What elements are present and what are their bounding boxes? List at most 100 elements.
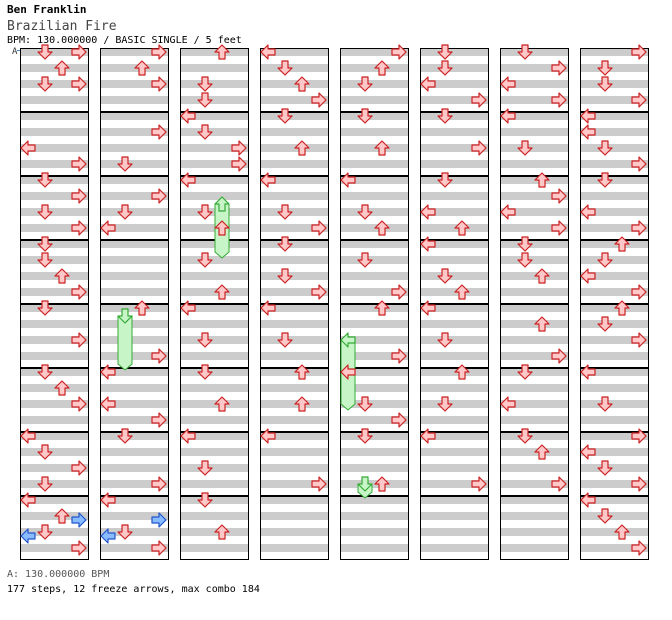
measure-stripe — [100, 352, 169, 360]
step-arrow — [100, 396, 116, 412]
step-arrow — [534, 172, 550, 188]
measure-stripe — [340, 368, 409, 376]
measure-stripe — [100, 480, 169, 488]
step-arrow — [214, 44, 230, 60]
measure-stripe — [420, 496, 489, 504]
measure-stripe — [340, 80, 409, 88]
measure-stripe — [100, 224, 169, 232]
step-arrow — [151, 476, 167, 492]
freeze-arrow-head — [117, 308, 133, 324]
step-arrow — [340, 364, 356, 380]
step-arrow — [597, 460, 613, 476]
step-arrow — [631, 156, 647, 172]
step-arrow — [437, 332, 453, 348]
step-arrow — [471, 476, 487, 492]
measure-stripe — [100, 112, 169, 120]
step-arrow — [631, 332, 647, 348]
measure-stripe — [420, 320, 489, 328]
measure-box — [180, 48, 249, 112]
measure-stripe — [180, 384, 249, 392]
measure-stripe — [340, 544, 409, 552]
measure-stripe — [580, 352, 649, 360]
measure-stripe — [180, 304, 249, 312]
step-arrow — [100, 364, 116, 380]
step-arrow — [357, 204, 373, 220]
measure-stripe — [260, 176, 329, 184]
step-arrow — [437, 172, 453, 188]
measure-stripe — [580, 384, 649, 392]
measure-stripe — [580, 160, 649, 168]
measure-stripe — [260, 480, 329, 488]
measure-box — [100, 176, 169, 240]
measure-stripe — [180, 256, 249, 264]
measure-box — [420, 48, 489, 112]
step-arrow — [597, 172, 613, 188]
step-arrow — [71, 44, 87, 60]
measure-stripe — [420, 448, 489, 456]
measure-stripe — [500, 128, 569, 136]
measure-box — [100, 496, 169, 560]
measure-stripe — [340, 528, 409, 536]
step-arrow — [580, 364, 596, 380]
measure-stripe — [260, 208, 329, 216]
measure-stripe — [20, 208, 89, 216]
measure-stripe — [20, 128, 89, 136]
step-arrow — [517, 236, 533, 252]
measure-stripe — [580, 96, 649, 104]
measure-stripe — [580, 64, 649, 72]
step-arrow — [631, 476, 647, 492]
step-arrow — [340, 172, 356, 188]
measure-box — [180, 112, 249, 176]
step-arrow — [454, 220, 470, 236]
step-arrow — [117, 428, 133, 444]
measure-stripe — [420, 256, 489, 264]
measure-stripe — [420, 480, 489, 488]
measure-box — [180, 432, 249, 496]
measure-stripe — [340, 48, 409, 56]
step-arrow — [357, 76, 373, 92]
measure-stripe — [420, 352, 489, 360]
measure-stripe — [260, 528, 329, 536]
measure-box — [180, 496, 249, 560]
measure-box — [420, 432, 489, 496]
measure-stripe — [20, 96, 89, 104]
measure-stripe — [20, 544, 89, 552]
measure-stripe — [100, 512, 169, 520]
measure-stripe — [20, 496, 89, 504]
step-arrow — [374, 300, 390, 316]
measure-stripe — [180, 144, 249, 152]
step-arrow — [71, 188, 87, 204]
measure-stripe — [580, 480, 649, 488]
measure-stripe — [420, 48, 489, 56]
step-arrow — [580, 204, 596, 220]
measure-box — [420, 240, 489, 304]
step-arrow — [500, 108, 516, 124]
step-arrow — [534, 316, 550, 332]
step-arrow — [197, 252, 213, 268]
step-arrow — [117, 156, 133, 172]
measure-stripe — [20, 80, 89, 88]
measure-stripe — [260, 448, 329, 456]
step-arrow — [197, 332, 213, 348]
measure-box — [580, 496, 649, 560]
measure-stripe — [180, 112, 249, 120]
measure-stripe — [580, 400, 649, 408]
step-arrow — [357, 396, 373, 412]
step-arrow — [374, 60, 390, 76]
step-arrow — [260, 300, 276, 316]
step-summary: 177 steps, 12 freeze arrows, max combo 1… — [7, 584, 260, 595]
freeze-arrow-head — [357, 476, 373, 492]
measure-stripe — [580, 288, 649, 296]
measure-stripe — [420, 160, 489, 168]
step-arrow — [391, 348, 407, 364]
artist-name: Ben Franklin — [7, 3, 87, 16]
measure-box — [500, 112, 569, 176]
step-arrow — [580, 268, 596, 284]
step-arrow — [197, 460, 213, 476]
measure-stripe — [20, 240, 89, 248]
step-arrow — [580, 124, 596, 140]
measure-box — [260, 176, 329, 240]
step-arrow — [294, 396, 310, 412]
measure-stripe — [260, 416, 329, 424]
